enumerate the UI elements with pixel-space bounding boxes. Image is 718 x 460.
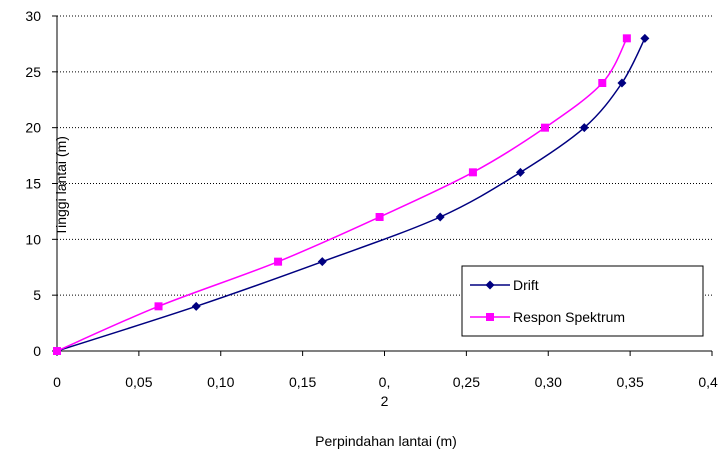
gridlines (57, 15, 712, 296)
legend-marker-respon-spektrum (486, 313, 494, 321)
y-tick-label: 30 (25, 8, 41, 24)
drift-point (435, 212, 445, 222)
respon-spektrum-point (540, 123, 549, 132)
respon-spektrum-point (154, 302, 163, 311)
x-tick-label: 0,25 (453, 374, 480, 390)
y-axis-title: Tinggi lantai (m) (53, 136, 69, 236)
drift-point (515, 167, 525, 177)
drift-point (579, 123, 589, 133)
x-tick-label: 0,35 (617, 374, 644, 390)
drift-point (617, 78, 627, 88)
x-tick-label: 0, 2 (379, 374, 391, 409)
legend: Drift Respon Spektrum (461, 265, 704, 337)
x-tick-label: 0,30 (535, 374, 562, 390)
respon-spektrum-point (53, 347, 61, 355)
y-tick-label: 25 (25, 64, 41, 80)
legend-marker-drift (485, 280, 495, 290)
x-tick-label: 0,15 (289, 374, 316, 390)
y-tick-labels: 0 5 10 15 20 25 30 (25, 8, 41, 359)
drift-point (317, 257, 327, 267)
drift-point (191, 301, 201, 311)
y-tick-label: 10 (25, 231, 41, 247)
respon-spektrum-point (622, 34, 631, 43)
x-tick-label: 0,10 (207, 374, 234, 390)
respon-spektrum-point (598, 79, 607, 87)
x-axis-title: Perpindahan lantai (m) (315, 433, 457, 449)
y-tick-label: 5 (33, 287, 41, 303)
x-tick-label: 0,40 (698, 374, 718, 390)
legend-box (461, 265, 704, 337)
legend-label-drift: Drift (513, 277, 539, 293)
y-tick-label: 15 (25, 176, 41, 192)
x-tick-label: 0 (53, 374, 61, 390)
y-tick-label: 0 (33, 343, 41, 359)
x-tick-label: 0,05 (125, 374, 152, 390)
respon-spektrum-point (274, 257, 283, 266)
respon-spektrum-point (468, 168, 477, 177)
y-tick-label: 20 (25, 120, 41, 136)
series-markers (52, 33, 650, 356)
legend-label-respon-spektrum: Respon Spektrum (513, 309, 625, 325)
respon-spektrum-point (375, 213, 384, 221)
x-tick-labels: 0 0,05 0,10 0,15 0,2 0,25 0,30 0,35 0,40 (53, 374, 718, 409)
drift-point (640, 33, 650, 43)
